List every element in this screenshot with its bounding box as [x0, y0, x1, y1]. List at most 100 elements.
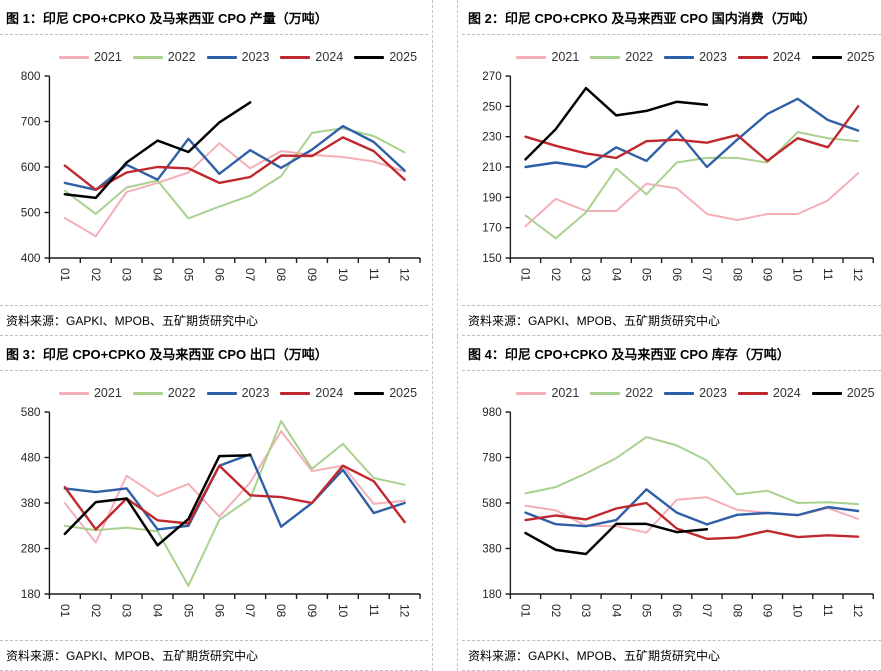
svg-text:04: 04 — [151, 268, 165, 282]
svg-text:780: 780 — [482, 450, 502, 464]
legend-item-2024: 2024 — [280, 386, 343, 400]
legend-year-label: 2025 — [846, 386, 875, 400]
figure-3-title: 图 3：印尼 CPO+CPKO 及马来西亚 CPO 出口（万吨） — [0, 336, 428, 371]
legend-year-label: 2024 — [772, 50, 801, 64]
svg-text:07: 07 — [243, 604, 257, 618]
legend-swatch-2022 — [132, 391, 163, 395]
legend-swatch-2022 — [590, 55, 621, 59]
svg-text:400: 400 — [21, 251, 41, 265]
svg-text:02: 02 — [89, 604, 103, 618]
svg-text:280: 280 — [21, 541, 41, 555]
svg-text:180: 180 — [482, 587, 502, 601]
svg-text:09: 09 — [761, 268, 775, 281]
legend-item-2022: 2022 — [132, 386, 196, 400]
svg-text:08: 08 — [274, 268, 288, 282]
svg-text:08: 08 — [274, 604, 288, 618]
legend-swatch-2023 — [664, 55, 695, 59]
svg-text:04: 04 — [151, 604, 165, 618]
legend-item-2023: 2023 — [206, 50, 270, 64]
svg-text:270: 270 — [482, 69, 502, 83]
legend-swatch-2021 — [516, 391, 547, 395]
svg-text:12: 12 — [851, 268, 865, 281]
figure-3-chart-area: 2021 2022 2023 2024 2025 180 280 380 480 580 01 02… — [0, 371, 428, 640]
legend-swatch-2023 — [206, 55, 237, 59]
svg-text:03: 03 — [579, 604, 593, 618]
figure-4-title: 图 4：印尼 CPO+CPKO 及马来西亚 CPO 库存（万吨） — [462, 336, 881, 371]
legend-item-2021: 2021 — [58, 386, 122, 400]
legend-item-2024: 2024 — [737, 386, 801, 400]
legend-item-2025: 2025 — [811, 386, 875, 400]
svg-text:05: 05 — [181, 268, 195, 282]
legend-year-label: 2024 — [772, 386, 801, 400]
legend-swatch-2024 — [737, 391, 768, 395]
legend-swatch-2024 — [280, 391, 311, 395]
svg-text:06: 06 — [670, 604, 684, 618]
svg-text:08: 08 — [730, 604, 744, 618]
legend-year-label: 2023 — [241, 50, 270, 64]
svg-text:06: 06 — [670, 268, 684, 282]
legend-swatch-2025 — [811, 391, 842, 395]
figure-4-plot: 180 380 580 780 980 01 02 03 04 05 06 07 08 09 10 11 12 — [482, 405, 874, 618]
legend-swatch-2024 — [737, 55, 768, 59]
svg-text:180: 180 — [21, 587, 41, 601]
legend-year-label: 2023 — [699, 50, 727, 64]
legend-year-label: 2023 — [241, 386, 270, 400]
svg-text:03: 03 — [120, 604, 134, 618]
svg-text:08: 08 — [730, 268, 744, 282]
svg-text:10: 10 — [791, 268, 805, 282]
svg-text:09: 09 — [305, 604, 319, 618]
svg-text:12: 12 — [851, 604, 865, 617]
figure-4-legend: 2021 2022 2023 2024 2025 — [510, 386, 881, 400]
figure-4-source: 资料来源：GAPKI、MPOB、五矿期货研究中心 — [462, 640, 881, 671]
svg-text:01: 01 — [519, 268, 533, 281]
legend-year-label: 2022 — [625, 386, 654, 400]
legend-swatch-2021 — [516, 55, 547, 59]
svg-text:580: 580 — [21, 405, 41, 419]
svg-text:230: 230 — [482, 129, 502, 143]
svg-text:12: 12 — [398, 604, 412, 618]
svg-text:01: 01 — [58, 604, 72, 618]
svg-text:02: 02 — [549, 268, 563, 281]
legend-year-label: 2021 — [93, 50, 122, 64]
legend-item-2024: 2024 — [280, 50, 343, 64]
svg-text:05: 05 — [640, 268, 654, 282]
figure-1-chart-area: 2021 2022 2023 2024 2025 400 500 600 700 800 01 02… — [0, 35, 428, 305]
legend-year-label: 2025 — [389, 386, 418, 400]
svg-text:380: 380 — [21, 496, 41, 510]
legend-item-2022: 2022 — [590, 386, 653, 400]
legend-year-label: 2022 — [167, 50, 196, 64]
svg-text:11: 11 — [367, 604, 381, 617]
svg-text:04: 04 — [609, 604, 623, 618]
svg-text:12: 12 — [398, 268, 412, 282]
svg-text:06: 06 — [212, 268, 226, 282]
svg-text:250: 250 — [482, 99, 502, 113]
legend-item-2022: 2022 — [590, 50, 653, 64]
svg-text:11: 11 — [821, 604, 835, 616]
legend-year-label: 2021 — [551, 386, 580, 400]
svg-text:700: 700 — [21, 114, 41, 128]
svg-text:07: 07 — [700, 268, 714, 281]
figure-4-chart-area: 2021 2022 2023 2024 2025 180 380 580 780 980 01 02… — [462, 371, 881, 640]
svg-text:170: 170 — [482, 220, 502, 234]
svg-text:11: 11 — [821, 268, 835, 280]
legend-item-2025: 2025 — [354, 386, 417, 400]
svg-text:06: 06 — [212, 604, 226, 618]
legend-year-label: 2025 — [846, 50, 875, 64]
figure-panel-1: 图 1：印尼 CPO+CPKO 及马来西亚 CPO 产量（万吨） 2021 202… — [0, 0, 433, 336]
legend-item-2025: 2025 — [354, 50, 417, 64]
figure-3-plot: 180 280 380 480 580 01 02 03 04 05 06 07 08 09 10 11 12 — [21, 405, 421, 618]
figure-2-title: 图 2：印尼 CPO+CPKO 及马来西亚 CPO 国内消费（万吨） — [462, 0, 881, 35]
svg-text:190: 190 — [482, 190, 502, 204]
svg-text:04: 04 — [609, 268, 623, 282]
svg-text:500: 500 — [21, 205, 41, 219]
legend-item-2021: 2021 — [516, 50, 579, 64]
svg-text:03: 03 — [579, 268, 593, 282]
svg-text:09: 09 — [305, 268, 319, 282]
svg-text:980: 980 — [482, 405, 502, 419]
legend-swatch-2023 — [206, 391, 237, 395]
svg-text:150: 150 — [482, 251, 502, 265]
svg-text:10: 10 — [791, 604, 805, 618]
legend-swatch-2021 — [58, 55, 89, 59]
svg-text:10: 10 — [336, 604, 350, 618]
svg-text:380: 380 — [482, 541, 502, 555]
